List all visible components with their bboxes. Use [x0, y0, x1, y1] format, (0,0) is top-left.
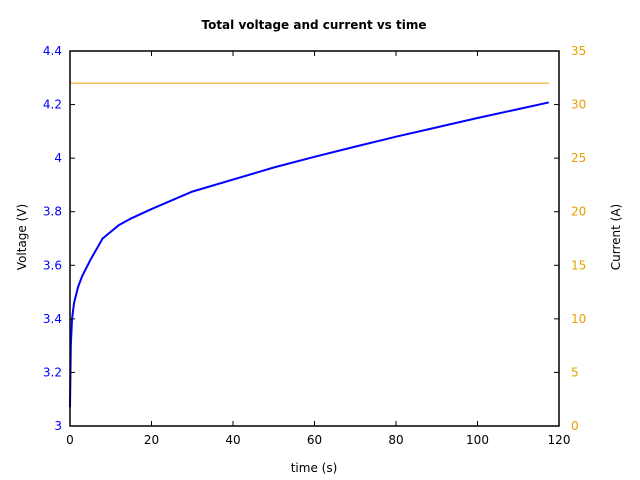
y-tick: 4.4 — [43, 44, 62, 58]
y2-tick: 5 — [571, 365, 579, 379]
y2-tick: 15 — [571, 258, 586, 272]
x-tick: 100 — [466, 433, 489, 447]
x-tick: 40 — [225, 433, 240, 447]
chart-title: Total voltage and current vs time — [201, 18, 427, 32]
x-tick: 80 — [388, 433, 403, 447]
y-tick: 3.6 — [43, 258, 62, 272]
x-tick: 0 — [66, 433, 74, 447]
x-tick: 60 — [307, 433, 322, 447]
y-axis-label: Voltage (V) — [15, 203, 29, 271]
y2-tick: 0 — [571, 419, 579, 433]
y-tick: 4 — [54, 151, 62, 165]
y-tick: 3.2 — [43, 365, 62, 379]
x-tick: 120 — [548, 433, 571, 447]
x-axis-label: time (s) — [290, 461, 338, 475]
y-tick: 3.8 — [43, 205, 62, 219]
y2-axis-label: Current (A) — [609, 203, 623, 271]
series-voltage — [69, 101, 550, 408]
y2-tick: 10 — [571, 312, 586, 326]
y2-tick: 35 — [571, 44, 586, 58]
axes-frame — [69, 50, 560, 427]
y-tick: 4.2 — [43, 98, 62, 112]
y2-tick: 30 — [571, 98, 586, 112]
y-tick: 3 — [54, 419, 62, 433]
y2-tick: 20 — [571, 205, 586, 219]
y2-tick: 25 — [571, 151, 586, 165]
x-tick: 20 — [144, 433, 159, 447]
y-tick: 3.4 — [43, 312, 62, 326]
